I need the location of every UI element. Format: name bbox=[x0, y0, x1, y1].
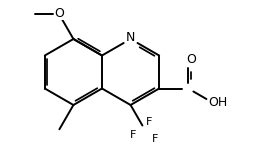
Text: N: N bbox=[126, 30, 135, 43]
Text: F: F bbox=[130, 130, 136, 140]
Text: O: O bbox=[54, 7, 64, 20]
Text: F: F bbox=[152, 134, 159, 144]
Text: O: O bbox=[186, 53, 196, 66]
Text: F: F bbox=[146, 117, 153, 127]
Text: OH: OH bbox=[208, 95, 227, 109]
